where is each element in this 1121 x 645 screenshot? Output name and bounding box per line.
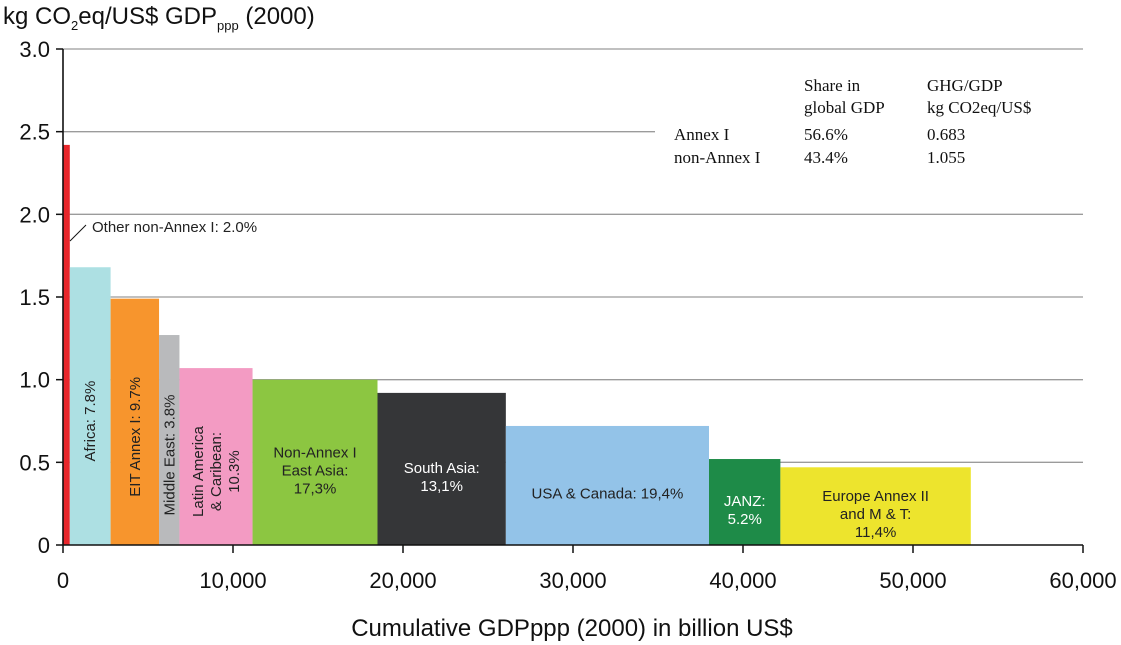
- bar-text: USA & Canada: 19,4%: [532, 485, 684, 502]
- bar-label-line: South Asia:: [404, 460, 480, 477]
- bar-label-line: 17,3%: [294, 480, 337, 497]
- y-tick-label: 1.5: [19, 285, 50, 310]
- title-mid: eq/US$ GDP: [78, 3, 217, 30]
- bar-label-line: EIT Annex I: 9.7%: [127, 377, 144, 497]
- x-tick-label: 30,000: [539, 568, 606, 593]
- bar-label-line: and M & T:: [840, 506, 911, 523]
- bar-label-line: Non-Annex I: [273, 444, 356, 461]
- bar-text: EIT Annex I: 9.7%: [127, 377, 144, 497]
- y-tick-label: 2.5: [19, 120, 50, 145]
- bar-label-line: 5.2%: [728, 511, 762, 528]
- bar: [179, 368, 253, 545]
- x-tick-label: 10,000: [199, 568, 266, 593]
- title-main: kg CO: [3, 3, 71, 30]
- bar: [377, 392, 506, 545]
- annotation-leader: [69, 224, 87, 242]
- x-tick-label: 60,000: [1049, 568, 1116, 593]
- bar: [110, 298, 160, 545]
- bar-label-line: Europe Annex II: [822, 488, 929, 505]
- bar: [69, 267, 111, 545]
- bar: [63, 144, 70, 546]
- title-end: (2000): [239, 3, 315, 30]
- inset-row-ghg: 1.055: [927, 148, 965, 167]
- x-tick-label: 20,000: [369, 568, 436, 593]
- inset-header-share-2: global GDP: [804, 98, 885, 117]
- bar-text: Africa: 7.8%: [82, 381, 99, 462]
- bar: [252, 379, 378, 545]
- bar-label-line: & Caribean:: [208, 432, 225, 511]
- inset-row-share: 43.4%: [804, 148, 848, 167]
- inset-table: Share in global GDP GHG/GDP kg CO2eq/US$…: [674, 76, 1031, 167]
- title-sub1: 2: [71, 18, 78, 33]
- inset-row-label: non-Annex I: [674, 148, 761, 167]
- bar: [709, 459, 781, 545]
- bar: [159, 335, 180, 545]
- axes: 0 0.5 1.0 1.5 2.0 2.5 3.0 0 10,000 20,000 30,000 40…: [19, 37, 1116, 593]
- bar-label-line: USA & Canada: 19,4%: [532, 485, 684, 502]
- inset-row-share: 56.6%: [804, 125, 848, 144]
- inset-header-share-1: Share in: [804, 76, 861, 95]
- inset-row-label: Annex I: [674, 125, 730, 144]
- bar-label-line: 10.3%: [226, 450, 243, 493]
- y-tick-label: 3.0: [19, 37, 50, 62]
- bar-label-line: Latin America: [190, 425, 207, 517]
- y-tick-label: 0.5: [19, 450, 50, 475]
- title-sub2: ppp: [217, 18, 239, 33]
- x-tick-label: 40,000: [709, 568, 776, 593]
- bar-label-line: JANZ:: [724, 493, 766, 510]
- bar-label-line: Africa: 7.8%: [82, 381, 99, 462]
- bar-text: JANZ:5.2%: [724, 493, 766, 528]
- bar-label-line: Middle East: 3.8%: [161, 395, 178, 516]
- inset-header-ghg-2: kg CO2eq/US$: [927, 98, 1031, 117]
- bar-label-line: 11,4%: [855, 524, 896, 541]
- annotation-label: Other non-Annex I: 2.0%: [92, 219, 257, 236]
- bar-text: South Asia:13,1%: [404, 460, 480, 495]
- bar-text: Middle East: 3.8%: [161, 395, 178, 516]
- x-tick-label: 50,000: [879, 568, 946, 593]
- y-tick-label: 0: [38, 533, 50, 558]
- x-tick-label: 0: [57, 568, 69, 593]
- bar-text: Latin America & Caribean: 10.3%: [190, 425, 243, 517]
- inset-row-ghg: 0.683: [927, 125, 965, 144]
- bar-label-line: 13,1%: [420, 478, 463, 495]
- chart-title: kg CO2eq/US$ GDPppp (2000): [3, 3, 315, 33]
- bar-label-line: East Asia:: [282, 462, 349, 479]
- bar: [780, 467, 971, 545]
- y-tick-label: 2.0: [19, 202, 50, 227]
- bar: [505, 425, 709, 545]
- y-tick-label: 1.0: [19, 368, 50, 393]
- inset-header-ghg-1: GHG/GDP: [927, 76, 1003, 95]
- bar-labels: Africa: 7.8% EIT Annex I: 9.7% Middle East…: [82, 377, 929, 541]
- x-axis-title: Cumulative GDPppp (2000) in billion US$: [351, 615, 793, 642]
- bars: [63, 144, 971, 546]
